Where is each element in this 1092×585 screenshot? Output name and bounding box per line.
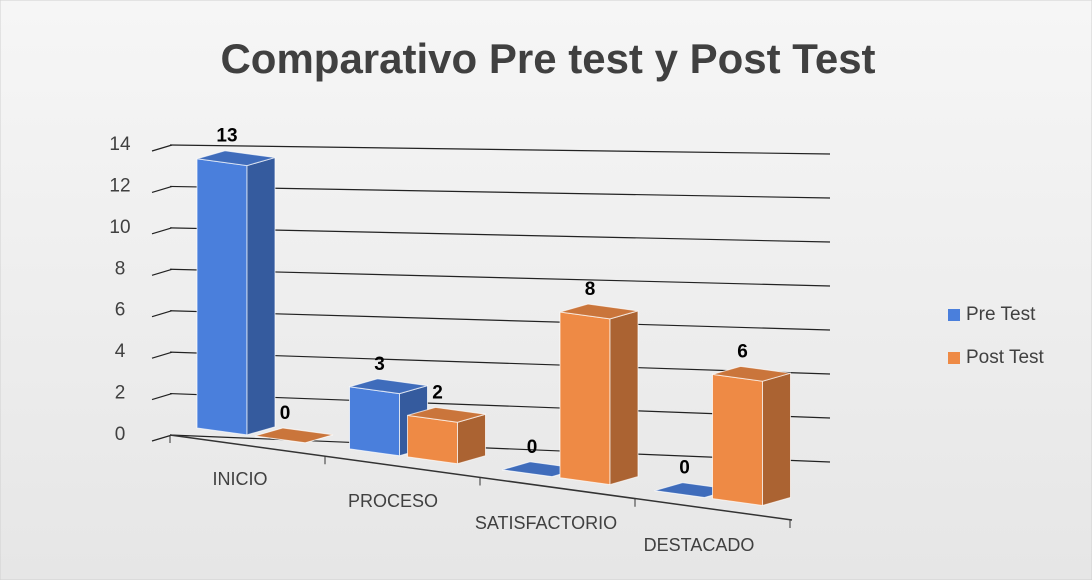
y-tick (151, 227, 173, 235)
bar-face (762, 372, 791, 507)
y-tick (151, 351, 173, 359)
legend-swatch (948, 309, 960, 321)
bar-face (609, 310, 639, 486)
bar (712, 365, 791, 507)
data-label: 0 (679, 458, 690, 479)
bar-face (254, 427, 334, 444)
bar (254, 427, 334, 444)
y-tick-label: 2 (115, 383, 126, 404)
y-tick (151, 310, 173, 318)
x-tick-label: SATISFACTORIO (475, 513, 617, 533)
data-label: 0 (527, 437, 538, 458)
bar-face (246, 156, 276, 436)
y-tick-label: 6 (115, 300, 126, 321)
bar-face (559, 311, 611, 486)
y-tick (151, 144, 173, 152)
y-tick-label: 4 (115, 341, 126, 362)
data-label: 6 (737, 341, 748, 362)
bar-face (349, 378, 428, 395)
legend-label: Post Test (966, 347, 1045, 368)
y-tick-label: 0 (115, 424, 126, 445)
bar-face (712, 365, 791, 382)
bar-face (349, 386, 400, 457)
bar-face (196, 158, 248, 436)
legend-label: Pre Test (966, 304, 1036, 325)
x-tick-label: PROCESO (348, 491, 438, 511)
y-tick-label: 14 (109, 134, 131, 155)
data-label: 2 (432, 382, 443, 403)
legend-swatch (948, 352, 960, 364)
bar (559, 303, 639, 486)
grid-line (169, 268, 831, 287)
grid-line (169, 351, 831, 375)
grid-line (169, 227, 831, 243)
y-tick (151, 185, 173, 194)
data-label: 0 (280, 403, 291, 424)
data-label: 13 (216, 126, 237, 147)
bar-face (196, 150, 276, 167)
bar (407, 406, 486, 465)
grid-line (169, 310, 831, 331)
y-tick (151, 392, 173, 401)
y-tick-label: 12 (109, 175, 130, 196)
y-tick-label: 8 (115, 258, 126, 279)
data-label: 8 (585, 279, 596, 300)
x-axis (169, 434, 793, 521)
bar-face (407, 406, 486, 423)
grid-line (169, 144, 831, 155)
x-tick-label: INICIO (212, 469, 267, 489)
bar-face (457, 413, 486, 465)
y-tick (151, 434, 173, 442)
chart-title: Comparativo Pre test y Post Test (220, 35, 875, 82)
y-tick (151, 268, 173, 276)
y-tick-label: 10 (109, 217, 130, 238)
grid-line (169, 185, 831, 199)
bar-face (407, 414, 458, 465)
bar (196, 150, 276, 436)
data-label: 3 (374, 354, 385, 375)
bar-face (712, 373, 763, 507)
bar-face (559, 303, 639, 320)
x-tick-label: DESTACADO (644, 535, 755, 555)
